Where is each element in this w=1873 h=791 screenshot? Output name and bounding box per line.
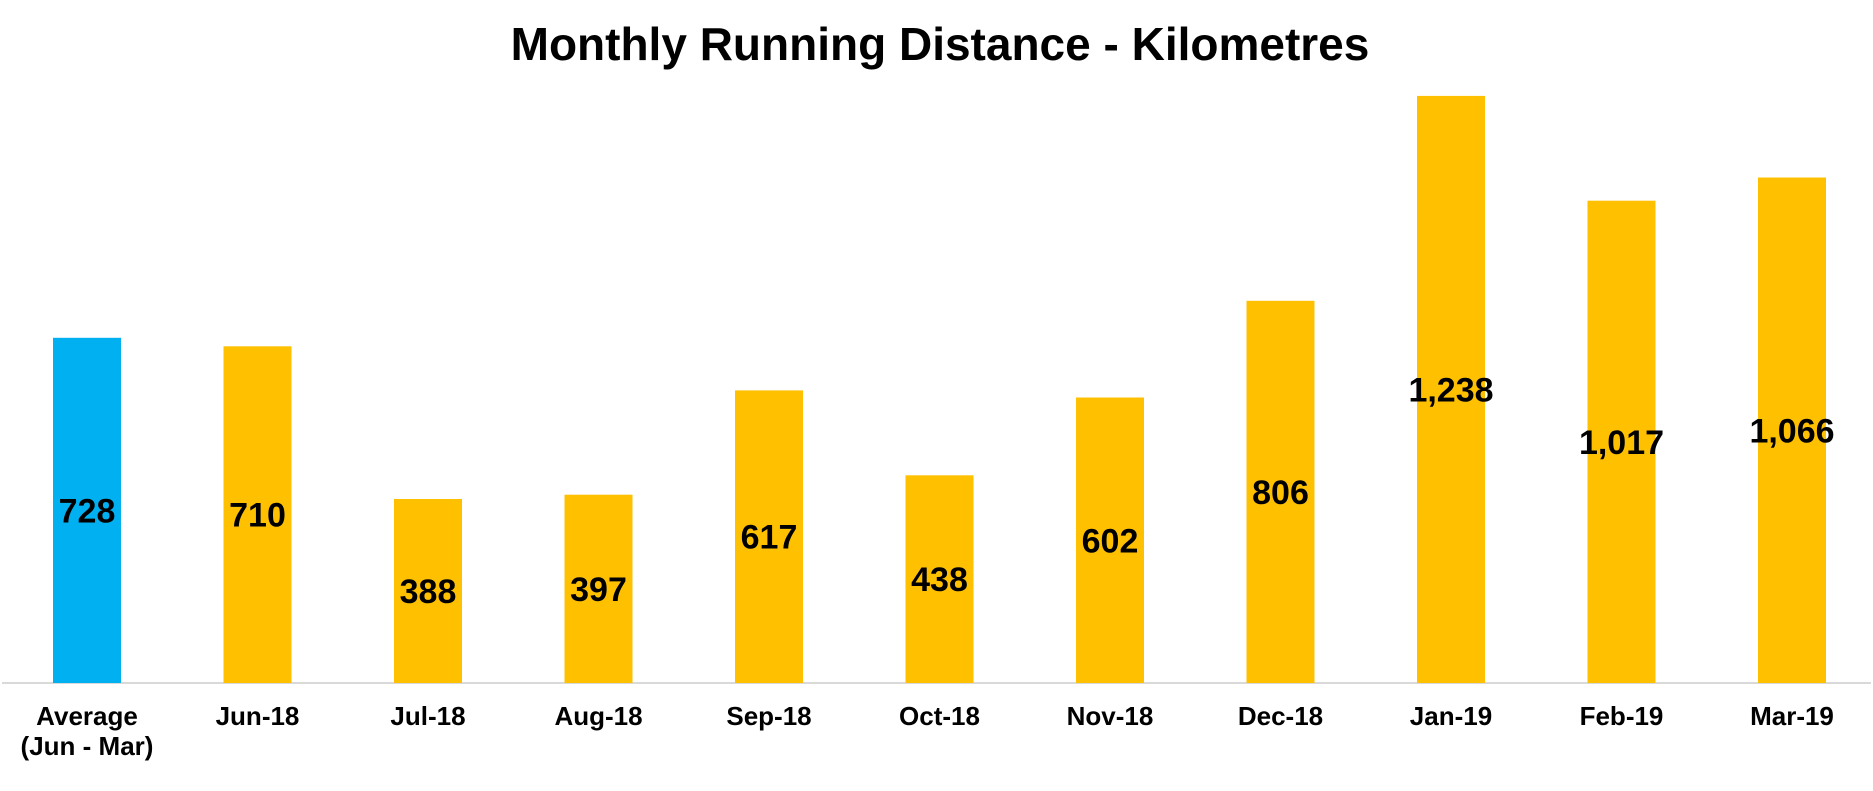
bar-2 [394,499,462,683]
data-label-8: 1,238 [1408,372,1493,410]
data-label-2: 388 [400,573,457,611]
data-label-9: 1,017 [1579,424,1664,462]
x-tick-label-2: Jul-18 [390,701,465,731]
bar-5 [905,475,974,683]
x-tick-label-1: Jun-18 [216,701,300,731]
bar-3 [564,494,633,683]
bar-4 [735,390,803,683]
bar-7 [1246,300,1315,683]
data-label-7: 806 [1252,474,1309,512]
x-tick-label-0-line-1: (Jun - Mar) [21,731,154,761]
chart-title: Monthly Running Distance - Kilometres [511,18,1370,70]
bar-8 [1417,95,1485,683]
data-label-1: 710 [229,497,286,535]
data-labels-group: 728 710 388 397 617 438 602 806 1,238 1,017 1,066 [59,372,1835,612]
x-tick-label-8: Jan-19 [1410,701,1492,731]
bar-1 [223,346,292,683]
bar-9 [1587,200,1656,683]
x-tick-label-0-line-0: Average [36,701,138,731]
data-label-0: 728 [59,492,116,530]
data-label-10: 1,066 [1749,412,1834,450]
x-tick-labels-group: Average(Jun - Mar) Jun-18 Jul-18 Aug-18 Sep-… [21,701,1834,761]
x-tick-label-10: Mar-19 [1750,701,1834,731]
data-label-4: 617 [741,519,798,557]
bar-0 [53,337,121,683]
bar-10 [1758,177,1826,683]
x-tick-label-9: Feb-19 [1580,701,1664,731]
data-label-5: 438 [911,561,968,599]
bars-group [53,95,1826,683]
x-tick-label-3: Aug-18 [554,701,642,731]
x-tick-label-6: Nov-18 [1067,701,1154,731]
x-tick-label-7: Dec-18 [1238,701,1323,731]
x-tick-label-4: Sep-18 [726,701,811,731]
data-label-6: 602 [1082,522,1139,560]
bar-6 [1076,397,1144,683]
x-tick-label-5: Oct-18 [899,701,980,731]
data-label-3: 397 [570,571,627,609]
